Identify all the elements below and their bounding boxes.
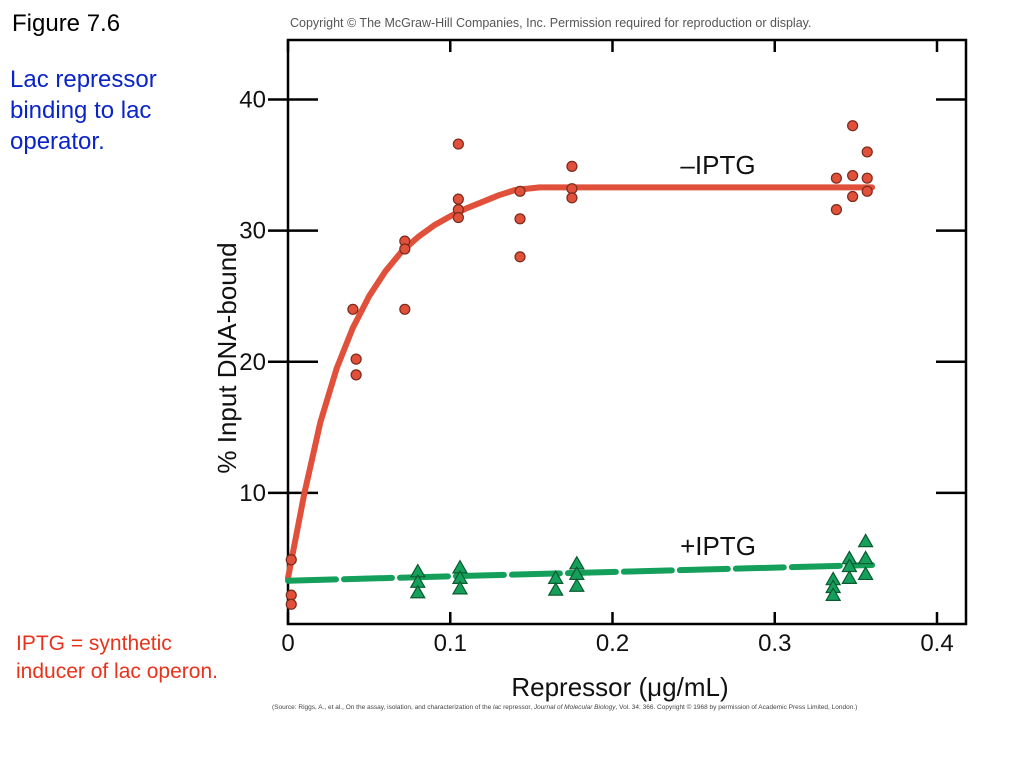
data-point-plus-iptg [409, 584, 426, 599]
data-point-minus-iptg [350, 353, 362, 365]
plot-frame [286, 38, 968, 626]
data-point-minus-iptg [830, 204, 843, 216]
data-point-minus-iptg [399, 243, 411, 255]
data-point-minus-iptg [399, 303, 411, 315]
iptg-note: IPTG = synthetic inducer of lac operon. [16, 632, 218, 683]
copyright-notice: Copyright © The McGraw-Hill Companies, I… [290, 16, 812, 30]
data-point-minus-iptg [847, 120, 859, 132]
data-point-plus-iptg [857, 533, 874, 548]
fit-curve-minus-iptg [285, 184, 876, 582]
data-point-minus-iptg [285, 598, 297, 610]
data-point-plus-iptg [857, 565, 874, 581]
data-point-plus-iptg [568, 577, 585, 592]
data-point-minus-iptg [347, 303, 359, 315]
source-suffix: , Vol. 34: 366. Copyright © 1968 by perm… [615, 704, 858, 711]
data-point-minus-iptg [566, 183, 578, 195]
y-tick-label: 10 [239, 480, 266, 507]
data-point-plus-iptg [547, 581, 564, 596]
data-point-minus-iptg [452, 193, 464, 205]
data-point-plus-iptg [451, 580, 469, 595]
data-point-minus-iptg [514, 251, 526, 263]
y-tick-label: 30 [239, 218, 266, 245]
data-point-minus-iptg [452, 138, 464, 150]
y-axis-label: % Input DNA-bound [212, 242, 242, 473]
y-tick-label: 40 [239, 87, 266, 114]
x-tick-label: 0.1 [434, 630, 467, 657]
data-point-plus-iptg [857, 550, 874, 565]
y-tick-label: 20 [239, 349, 266, 376]
figure-caption: Lac repressor binding to lac operator. [10, 66, 157, 156]
data-point-minus-iptg [566, 192, 578, 204]
series-label-minus-iptg: –IPTG [680, 150, 755, 180]
data-point-minus-iptg [861, 146, 873, 158]
source-citation: (Source: Riggs, A., et al., On the assay… [272, 704, 857, 711]
data-point-minus-iptg [830, 172, 843, 184]
data-point-minus-iptg [285, 589, 297, 601]
figure-label: Figure 7.6 [12, 10, 121, 37]
data-point-minus-iptg [514, 185, 526, 197]
data-point-plus-iptg [841, 569, 858, 584]
x-tick-label: 0.4 [920, 630, 953, 657]
x-tick-label: 0.3 [758, 630, 791, 657]
data-point-minus-iptg [566, 160, 578, 172]
data-point-minus-iptg [847, 169, 859, 182]
source-prefix: (Source: Riggs, A., et al., On the assay… [272, 704, 493, 711]
x-tick-label: 0.2 [596, 630, 629, 657]
source-middle: repressor, [501, 704, 534, 711]
data-point-minus-iptg [350, 369, 362, 381]
data-point-minus-iptg [847, 190, 859, 203]
source-lac: lac [493, 704, 502, 711]
data-point-minus-iptg [285, 554, 297, 566]
data-point-minus-iptg [452, 211, 464, 224]
data-point-minus-iptg [861, 185, 873, 197]
data-point-minus-iptg [514, 213, 526, 225]
data-point-minus-iptg [861, 172, 873, 184]
x-axis-label: Repressor (μg/mL) [511, 672, 728, 702]
source-journal: Journal of Molecular Biology [533, 704, 616, 711]
x-tick-label: 0 [281, 630, 294, 657]
series-label-plus-iptg: +IPTG [680, 531, 756, 561]
data-point-plus-iptg [825, 586, 842, 602]
